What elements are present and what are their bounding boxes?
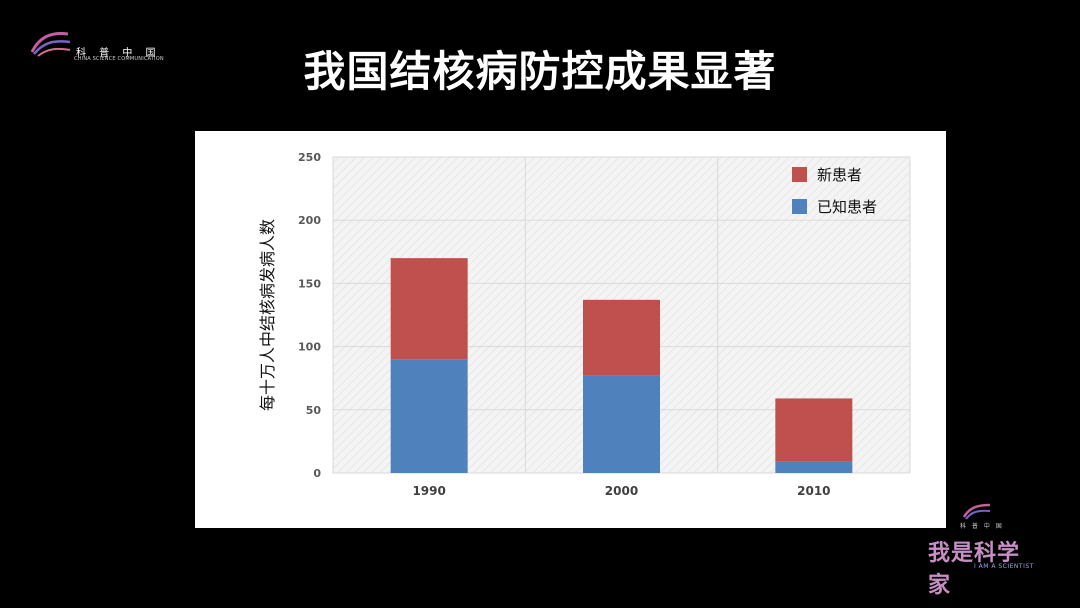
x-tick-label: 2000 [605, 484, 638, 498]
bar-segment [390, 359, 468, 473]
scientist-logo-small-text: 科 普 中 国 [960, 523, 1004, 530]
y-tick-label: 150 [298, 277, 321, 290]
scientist-logo-cn-text: 我是科学家 [928, 540, 1021, 598]
legend-swatch [792, 167, 807, 182]
x-tick-label: 2010 [797, 484, 830, 498]
y-tick-label: 50 [306, 404, 322, 417]
bar-segment [775, 461, 853, 473]
legend-swatch [792, 199, 807, 214]
slide-title: 我国结核病防控成果显著 [303, 47, 777, 96]
bar-segment [775, 398, 853, 462]
i-am-a-scientist-logo: 科 普 中 国 我是科学家 I AM A SCIENTIST [920, 503, 1040, 598]
chart-panel: 0 50 100 150 200 250 1990 2000 2010 新患者已知患者 每十万… [195, 131, 946, 528]
y-tick-label: 200 [298, 214, 321, 227]
scientist-logo-mark-icon [962, 503, 991, 520]
scientist-logo-en-text: I AM A SCIENTIST [974, 563, 1034, 570]
legend-label: 新患者 [817, 166, 862, 184]
kepu-logo-mark-icon [30, 32, 71, 57]
legend-label: 已知患者 [817, 198, 877, 216]
bar-segment [583, 299, 660, 376]
bar-segment [583, 375, 660, 473]
kepu-china-logo: 科 普 中 国 CHINA SCIENCE COMMUNICATION [30, 30, 170, 66]
y-tick-label: 250 [298, 151, 321, 164]
y-tick-label: 0 [313, 467, 321, 480]
y-axis-label: 每十万人中结核病发病人数 [258, 219, 277, 411]
bar-segment [390, 258, 468, 360]
logo-cn-text: 科 普 中 国 [76, 48, 161, 59]
y-tick-label: 100 [298, 341, 321, 354]
x-tick-label: 1990 [412, 484, 445, 498]
logo-en-text: CHINA SCIENCE COMMUNICATION [74, 56, 164, 62]
